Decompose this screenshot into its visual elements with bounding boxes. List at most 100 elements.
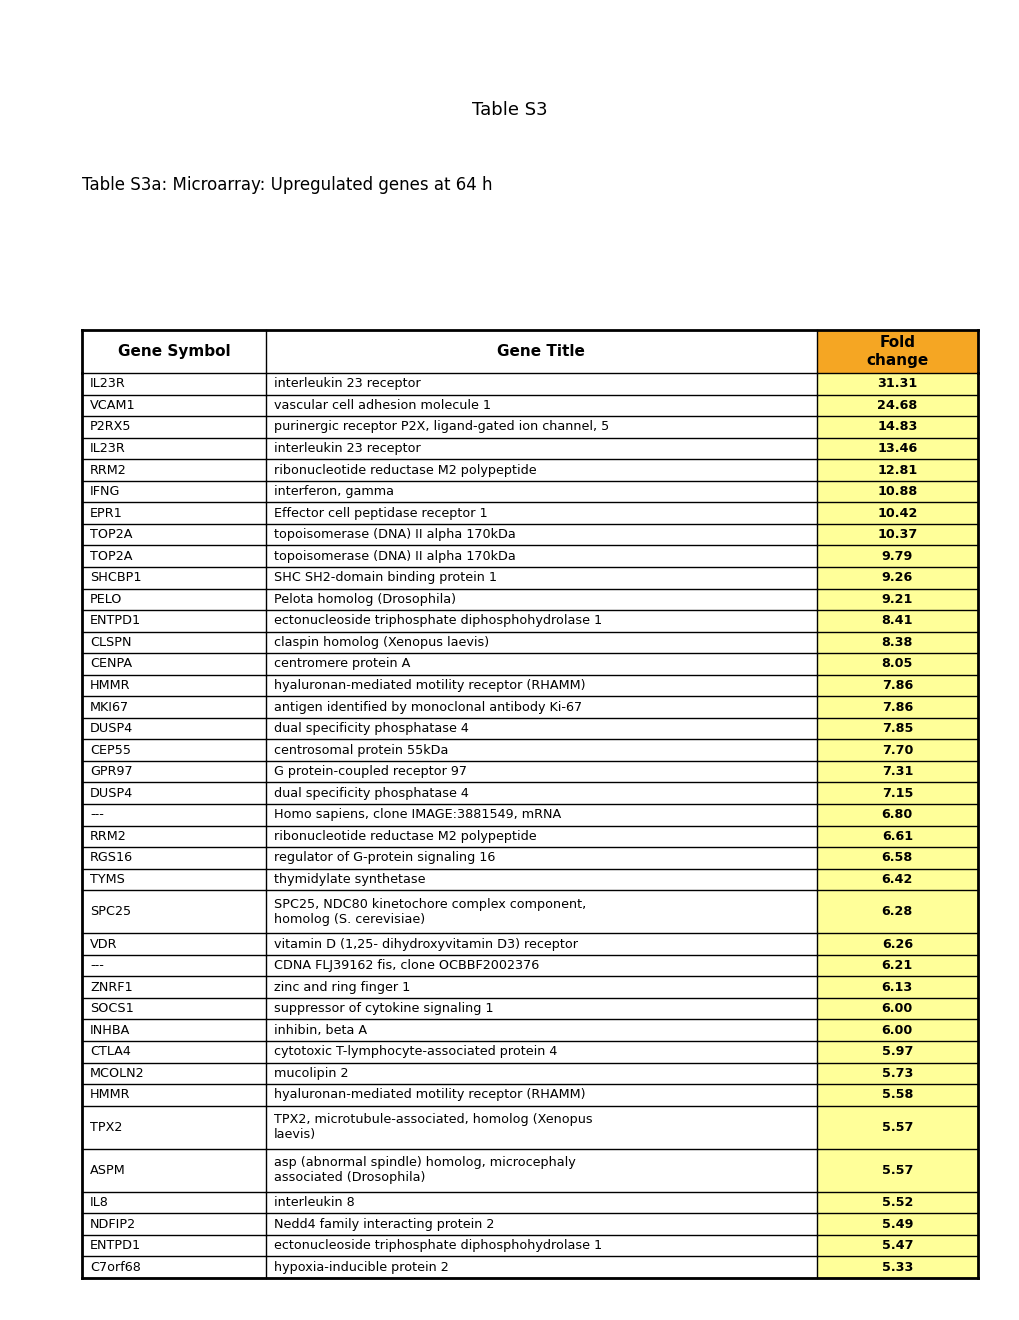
- Bar: [816, 374, 977, 395]
- Text: ENTPD1: ENTPD1: [90, 614, 141, 627]
- Text: 10.88: 10.88: [876, 484, 916, 498]
- Bar: [816, 718, 977, 739]
- Bar: [816, 954, 977, 977]
- Bar: [816, 760, 977, 783]
- Text: antigen identified by monoclonal antibody Ki-67: antigen identified by monoclonal antibod…: [273, 701, 581, 714]
- Text: zinc and ring finger 1: zinc and ring finger 1: [273, 981, 410, 994]
- Text: CLSPN: CLSPN: [90, 636, 131, 649]
- Text: vitamin D (1,25- dihydroxyvitamin D3) receptor: vitamin D (1,25- dihydroxyvitamin D3) re…: [273, 937, 577, 950]
- Text: 5.47: 5.47: [880, 1239, 912, 1253]
- Text: G protein-coupled receptor 97: G protein-coupled receptor 97: [273, 766, 467, 779]
- Text: SHCBP1: SHCBP1: [90, 572, 142, 585]
- Text: ectonucleoside triphosphate diphosphohydrolase 1: ectonucleoside triphosphate diphosphohyd…: [273, 1239, 601, 1253]
- Text: Table S3a: Microarray: Upregulated genes at 64 h: Table S3a: Microarray: Upregulated genes…: [82, 176, 492, 194]
- Bar: [816, 395, 977, 416]
- Bar: [816, 1084, 977, 1106]
- Text: IL23R: IL23R: [90, 378, 125, 391]
- Text: CTLA4: CTLA4: [90, 1045, 130, 1059]
- Bar: [816, 416, 977, 438]
- Text: 5.57: 5.57: [880, 1164, 912, 1176]
- Text: interleukin 23 receptor: interleukin 23 receptor: [273, 378, 420, 391]
- Text: DUSP4: DUSP4: [90, 722, 133, 735]
- Bar: [816, 438, 977, 459]
- Bar: [816, 1257, 977, 1278]
- Text: 5.73: 5.73: [880, 1067, 912, 1080]
- Text: SHC SH2-domain binding protein 1: SHC SH2-domain binding protein 1: [273, 572, 496, 585]
- Text: thymidylate synthetase: thymidylate synthetase: [273, 873, 425, 886]
- Text: 6.21: 6.21: [880, 960, 912, 972]
- Text: 6.00: 6.00: [880, 1002, 912, 1015]
- Text: SOCS1: SOCS1: [90, 1002, 133, 1015]
- Bar: [816, 675, 977, 696]
- Text: GPR97: GPR97: [90, 766, 132, 779]
- Text: 5.33: 5.33: [880, 1261, 912, 1274]
- Text: cytotoxic T-lymphocyte-associated protein 4: cytotoxic T-lymphocyte-associated protei…: [273, 1045, 556, 1059]
- Bar: [816, 1236, 977, 1257]
- Text: asp (abnormal spindle) homolog, microcephaly
associated (Drosophila): asp (abnormal spindle) homolog, microcep…: [273, 1156, 575, 1184]
- Bar: [816, 1148, 977, 1192]
- Text: claspin homolog (Xenopus laevis): claspin homolog (Xenopus laevis): [273, 636, 488, 649]
- Text: hyaluronan-mediated motility receptor (RHAMM): hyaluronan-mediated motility receptor (R…: [273, 678, 585, 692]
- Text: P2RX5: P2RX5: [90, 421, 131, 433]
- Text: TOP2A: TOP2A: [90, 528, 132, 541]
- Text: RRM2: RRM2: [90, 463, 126, 477]
- Bar: [816, 1106, 977, 1148]
- Text: regulator of G-protein signaling 16: regulator of G-protein signaling 16: [273, 851, 494, 865]
- Text: 6.61: 6.61: [881, 830, 912, 842]
- Bar: [816, 545, 977, 568]
- Bar: [816, 783, 977, 804]
- Text: interleukin 8: interleukin 8: [273, 1196, 354, 1209]
- Text: centromere protein A: centromere protein A: [273, 657, 410, 671]
- Bar: [816, 869, 977, 890]
- Text: 12.81: 12.81: [876, 463, 916, 477]
- Text: 14.83: 14.83: [876, 421, 917, 433]
- Text: RGS16: RGS16: [90, 851, 133, 865]
- Text: PELO: PELO: [90, 593, 122, 606]
- Text: interferon, gamma: interferon, gamma: [273, 484, 393, 498]
- Text: Nedd4 family interacting protein 2: Nedd4 family interacting protein 2: [273, 1217, 493, 1230]
- Text: ---: ---: [90, 808, 104, 821]
- Text: 7.86: 7.86: [880, 701, 912, 714]
- Text: 5.49: 5.49: [880, 1217, 912, 1230]
- Bar: [816, 890, 977, 933]
- Text: NDFIP2: NDFIP2: [90, 1217, 136, 1230]
- Text: CEP55: CEP55: [90, 743, 130, 756]
- Text: HMMR: HMMR: [90, 1089, 130, 1101]
- Text: INHBA: INHBA: [90, 1024, 130, 1036]
- Text: Effector cell peptidase receptor 1: Effector cell peptidase receptor 1: [273, 507, 487, 520]
- Bar: [816, 524, 977, 545]
- Bar: [816, 825, 977, 847]
- Bar: [816, 653, 977, 675]
- Text: TPX2, microtubule-associated, homolog (Xenopus
laevis): TPX2, microtubule-associated, homolog (X…: [273, 1113, 592, 1142]
- Text: 9.79: 9.79: [880, 549, 912, 562]
- Text: 5.58: 5.58: [880, 1089, 912, 1101]
- Text: suppressor of cytokine signaling 1: suppressor of cytokine signaling 1: [273, 1002, 493, 1015]
- Text: ---: ---: [90, 960, 104, 972]
- Text: Fold
change: Fold change: [865, 335, 927, 368]
- Text: 6.42: 6.42: [880, 873, 912, 886]
- Bar: [816, 977, 977, 998]
- Text: VCAM1: VCAM1: [90, 399, 136, 412]
- Text: Homo sapiens, clone IMAGE:3881549, mRNA: Homo sapiens, clone IMAGE:3881549, mRNA: [273, 808, 560, 821]
- Text: 5.97: 5.97: [880, 1045, 912, 1059]
- Text: SPC25, NDC80 kinetochore complex component,
homolog (S. cerevisiae): SPC25, NDC80 kinetochore complex compone…: [273, 898, 585, 925]
- Text: ribonucleotide reductase M2 polypeptide: ribonucleotide reductase M2 polypeptide: [273, 830, 536, 842]
- Text: HMMR: HMMR: [90, 678, 130, 692]
- Text: topoisomerase (DNA) II alpha 170kDa: topoisomerase (DNA) II alpha 170kDa: [273, 549, 515, 562]
- Text: ZNRF1: ZNRF1: [90, 981, 132, 994]
- Text: 7.15: 7.15: [880, 787, 912, 800]
- Text: 13.46: 13.46: [876, 442, 916, 455]
- Text: centrosomal protein 55kDa: centrosomal protein 55kDa: [273, 743, 447, 756]
- Text: inhibin, beta A: inhibin, beta A: [273, 1024, 367, 1036]
- Text: 6.26: 6.26: [881, 937, 912, 950]
- Text: hyaluronan-mediated motility receptor (RHAMM): hyaluronan-mediated motility receptor (R…: [273, 1089, 585, 1101]
- Text: TPX2: TPX2: [90, 1121, 122, 1134]
- Text: 10.37: 10.37: [876, 528, 916, 541]
- Text: SPC25: SPC25: [90, 906, 131, 919]
- Text: 6.13: 6.13: [880, 981, 912, 994]
- Text: mucolipin 2: mucolipin 2: [273, 1067, 347, 1080]
- Text: interleukin 23 receptor: interleukin 23 receptor: [273, 442, 420, 455]
- Text: 8.41: 8.41: [880, 614, 912, 627]
- Text: MKI67: MKI67: [90, 701, 129, 714]
- Text: topoisomerase (DNA) II alpha 170kDa: topoisomerase (DNA) II alpha 170kDa: [273, 528, 515, 541]
